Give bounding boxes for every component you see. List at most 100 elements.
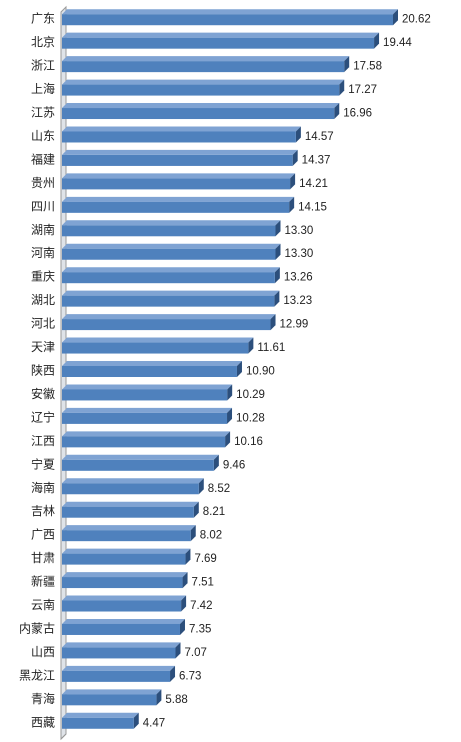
value-label: 11.61 [257,342,285,354]
value-label: 8.52 [208,483,230,495]
bar [62,267,280,284]
bar-front-face [62,483,199,495]
bar-front-face [62,154,293,166]
bar-top-face [62,454,219,460]
bar-side-face [193,501,199,518]
value-label: 13.30 [284,225,313,237]
category-label: 海南 [31,480,55,495]
bar [62,407,233,424]
bar-side-face [339,79,345,96]
bar [62,361,242,377]
bar-side-face [334,103,340,120]
value-label: 7.69 [194,553,216,565]
value-label: 20.62 [402,14,431,26]
bar-side-face [156,689,162,706]
bar [62,431,231,448]
bar-side-face [182,572,188,589]
bar-front-face [62,201,290,213]
bar-top-face [62,103,340,109]
bar-front-face [62,61,345,73]
category-label: 湖南 [31,222,55,237]
bar-front-face [62,178,291,190]
category-label: 广西 [31,528,55,542]
category-label: 江苏 [31,106,55,120]
category-label: 河南 [31,245,55,260]
bar-side-face [227,384,233,401]
bar-top-face [62,501,199,507]
bar-side-face [374,32,380,49]
value-label: 14.57 [305,131,334,143]
bar [62,595,187,612]
bar [62,196,295,213]
bar-front-face [62,389,228,401]
bar-top-face [62,361,242,366]
bar [62,712,139,729]
category-label: 内蒙古 [19,620,55,635]
category-label: 湖北 [31,292,55,307]
category-label: 安徽 [31,386,55,401]
bar-side-face [275,220,281,237]
bar-side-face [274,290,280,307]
bar-side-face [393,9,398,26]
bar [62,618,185,635]
category-label: 吉林 [31,504,55,518]
value-label: 8.02 [200,530,222,542]
bar-front-face [62,459,214,471]
bar-top-face [62,407,233,413]
bar-top-face [62,384,233,390]
bar-top-face [62,149,298,155]
bar-top-face [62,220,281,226]
value-label: 7.07 [184,647,206,659]
bar-front-face [62,295,275,307]
bar-top-face [62,196,295,202]
value-label: 19.44 [383,37,412,49]
category-label: 福建 [31,151,55,166]
value-label: 4.47 [143,717,165,729]
bar-top-face [62,79,345,85]
value-label: 13.30 [284,248,313,260]
category-label: 甘肃 [31,551,55,565]
category-label: 江西 [31,434,55,448]
value-label: 6.73 [179,670,201,682]
bar-front-face [62,506,194,518]
bar-front-face [62,84,340,96]
bar-side-face [274,267,280,284]
bar [62,126,301,143]
bar-side-face [185,548,191,565]
bar-front-face [62,412,228,424]
bar-side-face [290,173,296,190]
value-label: 12.99 [280,319,309,331]
category-labels: 广东北京浙江上海江苏山东福建贵州四川湖南河南重庆湖北河北天津陕西安徽辽宁江西宁夏… [19,12,55,730]
category-label: 陕西 [31,363,55,378]
bar-side-face [292,149,298,166]
bar-top-face [62,243,281,249]
value-label: 7.51 [192,577,214,589]
bar-side-face [225,431,231,448]
value-label: 14.21 [299,178,328,190]
bar [62,665,176,682]
bar-front-face [62,366,237,377]
bar-side-face [227,407,233,424]
category-label: 重庆 [31,270,55,284]
bar-top-face [62,32,380,38]
bar-top-face [62,9,398,15]
bar-side-face [344,56,350,73]
bar-side-face [270,314,276,331]
bar-front-face [62,225,276,237]
bar-side-face [275,243,281,260]
category-label: 云南 [31,597,55,612]
bar [62,501,199,518]
category-label: 上海 [31,81,55,96]
bar-top-face [62,689,162,695]
category-label: 青海 [31,691,55,706]
bar [62,220,281,237]
bar-side-face [133,712,139,729]
category-label: 辽宁 [31,409,55,424]
value-label: 17.27 [348,84,377,96]
value-label: 7.35 [189,623,211,635]
bar-top-face [62,572,188,578]
bar-front-face [62,436,226,448]
bar-top-face [62,314,276,320]
